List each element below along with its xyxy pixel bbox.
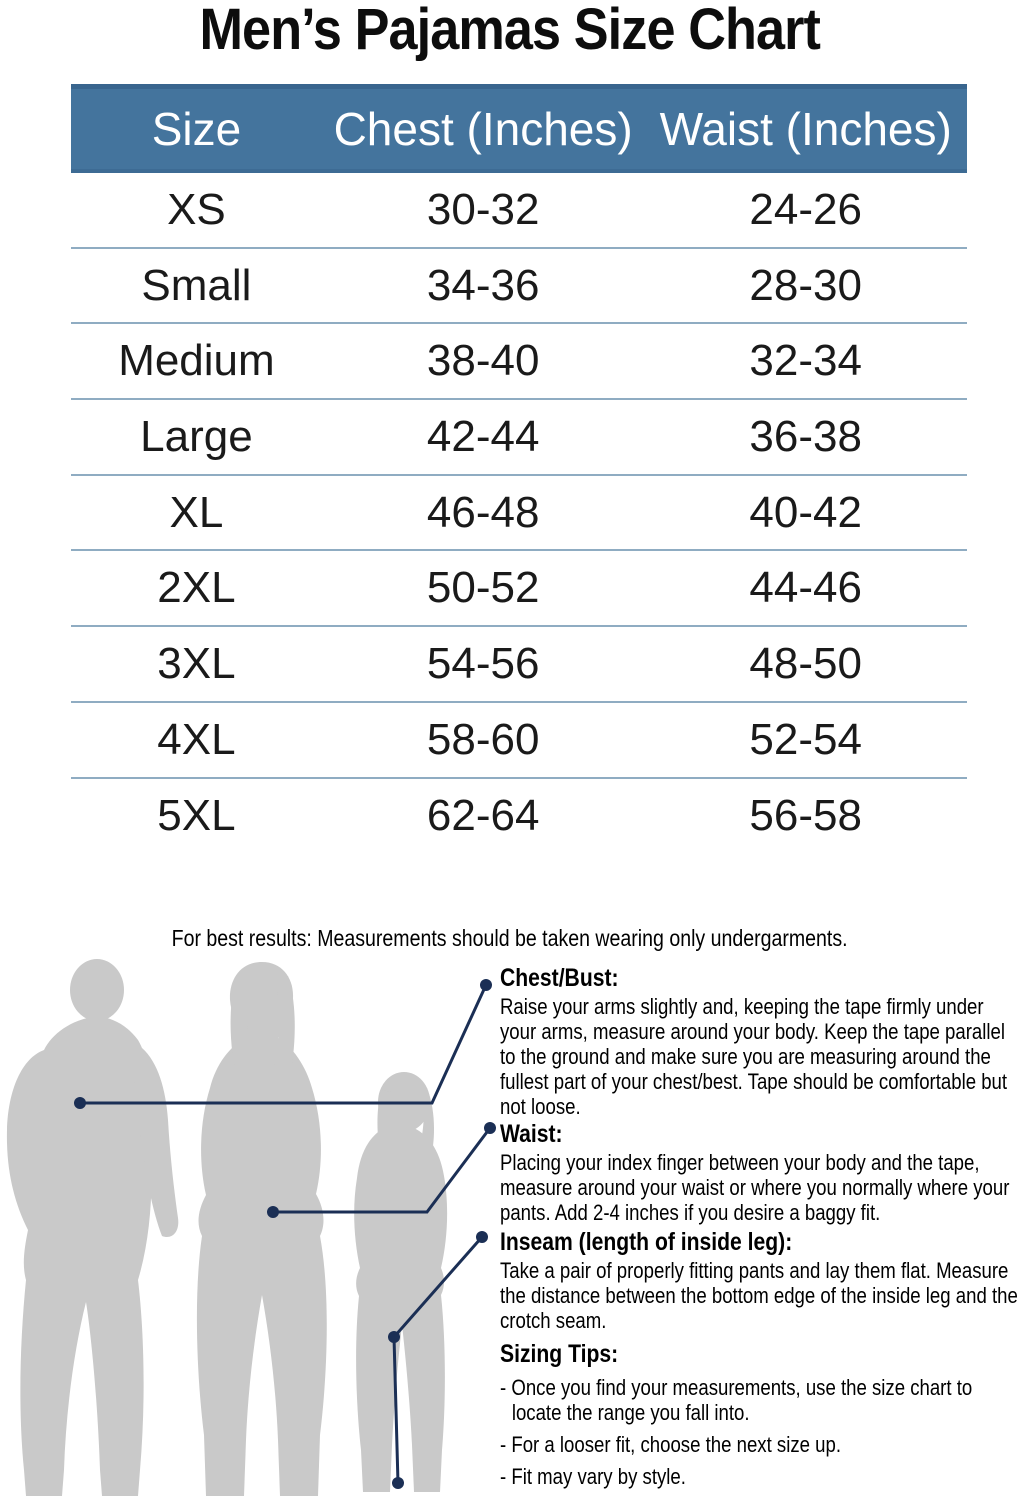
waist-cell: 24-26 bbox=[749, 184, 862, 234]
chest-instructions: Raise your arms slightly and, keeping th… bbox=[500, 994, 1008, 1119]
inseam-section: Inseam (length of inside leg): Take a pa… bbox=[500, 1228, 1019, 1333]
chest-heading: Chest/Bust: bbox=[500, 964, 619, 992]
size-table: Size Chest (Inches) Waist (Inches) XS 30… bbox=[71, 84, 967, 854]
best-results-note: For best results: Measurements should be… bbox=[0, 925, 1020, 952]
waist-cell: 52-54 bbox=[749, 714, 862, 764]
size-cell: 4XL bbox=[157, 714, 236, 764]
man-silhouette-head bbox=[70, 959, 124, 1021]
waist-section: Waist: Placing your index finger between… bbox=[500, 1120, 1019, 1225]
table-row: Medium 38-40 32-34 bbox=[71, 324, 967, 401]
inseam-top-dot bbox=[388, 1331, 400, 1343]
best-results-note-text: For best results: Measurements should be… bbox=[172, 925, 848, 951]
table-header-row: Size Chest (Inches) Waist (Inches) bbox=[71, 84, 967, 173]
inseam-heading-dot bbox=[476, 1231, 488, 1243]
man-silhouette bbox=[6, 1016, 153, 1496]
table-row: 4XL 58-60 52-54 bbox=[71, 703, 967, 779]
chest-leader-line bbox=[80, 984, 488, 1105]
chest-cell: 54-56 bbox=[426, 638, 540, 688]
waist-cell: 40-42 bbox=[749, 487, 862, 537]
table-row: Small 34-36 28-30 bbox=[71, 249, 967, 325]
table-row: 5XL 62-64 56-58 bbox=[71, 779, 967, 855]
table-row: Large 42-44 36-38 bbox=[71, 400, 967, 476]
chest-cell: 42-44 bbox=[426, 411, 540, 461]
waist-cell: 44-46 bbox=[749, 563, 862, 613]
size-cell: Small bbox=[141, 260, 252, 310]
chest-cell: 50-52 bbox=[426, 563, 540, 613]
man-silhouette-arm bbox=[132, 1048, 179, 1238]
size-cell: Large bbox=[140, 411, 253, 461]
waist-heading: Waist: bbox=[500, 1120, 563, 1148]
chest-cell: 46-48 bbox=[426, 487, 540, 537]
size-cell: XL bbox=[169, 487, 224, 537]
table-row: XS 30-32 24-26 bbox=[71, 173, 967, 249]
table-row: 2XL 50-52 44-46 bbox=[71, 551, 967, 628]
table-row: XL 46-48 40-42 bbox=[71, 476, 967, 552]
waist-cell: 48-50 bbox=[749, 638, 862, 688]
column-header-waist: Waist (Inches) bbox=[659, 103, 952, 155]
waist-cell: 56-58 bbox=[749, 791, 862, 841]
sizing-tip: - Fit may vary by style. bbox=[500, 1464, 686, 1489]
table-row: 3XL 54-56 48-50 bbox=[71, 627, 967, 703]
chest-cell: 38-40 bbox=[426, 336, 540, 386]
page-title-text: Men’s Pajamas Size Chart bbox=[199, 0, 821, 62]
woman-silhouette bbox=[196, 962, 327, 1496]
waist-point-dot bbox=[267, 1206, 279, 1218]
chest-cell: 34-36 bbox=[426, 260, 540, 310]
chest-cell: 58-60 bbox=[426, 714, 540, 764]
chest-cell: 30-32 bbox=[426, 184, 540, 234]
woman-silhouette-hair bbox=[230, 976, 295, 1086]
size-cell: 3XL bbox=[157, 638, 236, 688]
waist-cell: 28-30 bbox=[749, 260, 862, 310]
sizing-tips-section: Sizing Tips: - Once you find your measur… bbox=[500, 1340, 1019, 1489]
size-cell: Medium bbox=[118, 336, 275, 386]
waist-leader-line bbox=[273, 1127, 492, 1214]
page-title: Men’s Pajamas Size Chart bbox=[0, 0, 1020, 63]
column-header-chest: Chest (Inches) bbox=[333, 103, 633, 155]
chest-point-dot bbox=[74, 1097, 86, 1109]
column-header-size: Size bbox=[151, 103, 242, 155]
size-cell: 2XL bbox=[157, 563, 236, 613]
size-cell: 5XL bbox=[157, 791, 236, 841]
chest-section: Chest/Bust: Raise your arms slightly and… bbox=[500, 964, 1019, 1119]
waist-cell: 36-38 bbox=[749, 411, 862, 461]
waist-cell: 32-34 bbox=[749, 336, 862, 386]
sizing-tip: - For a looser fit, choose the next size… bbox=[500, 1432, 841, 1457]
sizing-tip: - Once you find your measurements, use t… bbox=[500, 1375, 973, 1425]
inseam-bottom-dot bbox=[392, 1477, 404, 1489]
girl-silhouette bbox=[354, 1126, 448, 1492]
inseam-instructions: Take a pair of properly fitting pants an… bbox=[500, 1258, 1018, 1333]
sizing-tips-heading: Sizing Tips: bbox=[500, 1340, 619, 1368]
chest-heading-dot bbox=[480, 979, 492, 991]
measurement-figures-diagram bbox=[6, 959, 496, 1496]
waist-instructions: Placing your index finger between your b… bbox=[500, 1150, 1010, 1225]
inseam-heading: Inseam (length of inside leg): bbox=[500, 1228, 793, 1256]
chest-cell: 62-64 bbox=[426, 791, 540, 841]
waist-heading-dot bbox=[484, 1122, 496, 1134]
size-cell: XS bbox=[167, 184, 226, 234]
